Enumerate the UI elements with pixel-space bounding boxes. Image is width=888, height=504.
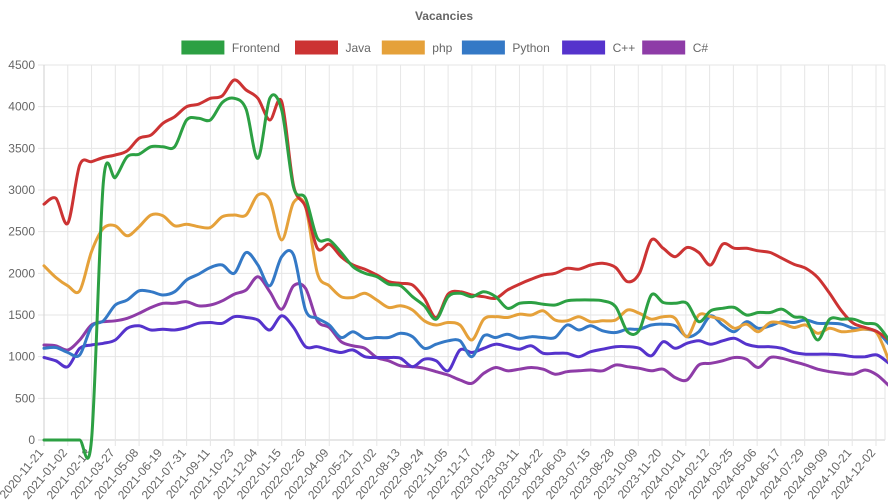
series-line-c- [42,275,888,387]
legend-swatch [181,40,225,55]
y-tick-label: 2000 [8,266,35,280]
legend-item-c-[interactable]: C# [642,40,709,55]
y-tick-label: 2500 [8,225,35,239]
legend-item-php[interactable]: php [381,40,453,55]
legend-item-frontend[interactable]: Frontend [181,40,280,55]
y-tick-label: 1000 [8,350,35,364]
legend-swatch [295,40,338,55]
x-axis-ticks: 2020-11-212021-01-022021-02-132021-03-27… [0,446,879,502]
legend-item-python[interactable]: Python [461,40,550,55]
chart-title: Vacancies [415,9,473,23]
series-lines [42,78,888,460]
legend-label: Java [346,41,372,55]
legend-swatch [381,40,425,55]
y-tick-label: 1500 [8,308,35,322]
y-tick-label: 3500 [8,141,35,155]
y-axis-ticks: 0 500 1000 1500 2000 2500 3000 3500 4000 4500 [8,58,35,447]
series-line-c- [42,314,888,373]
series-line-php [42,192,888,362]
y-tick-label: 500 [15,391,35,405]
legend-label: php [432,41,452,55]
legend[interactable]: Frontend Java php Python C++ C# [181,40,709,55]
y-tick-label: 0 [28,433,35,447]
y-tick-label: 4000 [8,100,35,114]
legend-label: Frontend [232,41,280,55]
y-tick-label: 3000 [8,183,35,197]
legend-item-c-[interactable]: C++ [562,40,636,55]
legend-swatch [461,40,505,55]
series-line-python [42,249,888,359]
legend-label: Python [512,41,549,55]
legend-item-java[interactable]: Java [295,40,372,55]
series-line-frontend [42,93,888,460]
legend-swatch [562,40,606,55]
legend-swatch [642,40,686,55]
legend-label: C++ [613,41,636,55]
legend-label: C# [693,41,709,55]
y-tick-label: 4500 [8,58,35,72]
series-line-java [42,78,888,342]
